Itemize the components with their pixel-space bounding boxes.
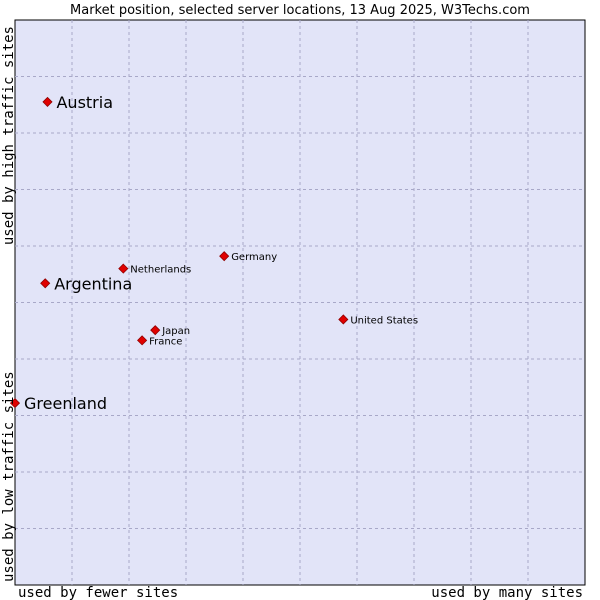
data-point-argentina: Argentina <box>40 274 132 293</box>
point-label: Netherlands <box>130 265 191 276</box>
point-label: Argentina <box>54 274 132 293</box>
point-marker <box>40 278 51 289</box>
data-point-france: France <box>137 335 182 347</box>
y-axis-high-label: used by high traffic sites <box>1 26 17 245</box>
data-points: Austria Argentina Greenland Netherlands Germ… <box>9 93 418 413</box>
data-point-greenland: Greenland <box>9 394 107 413</box>
data-point-germany: Germany <box>219 251 277 263</box>
x-axis-high-label: used by many sites <box>431 585 583 600</box>
point-marker <box>150 325 161 336</box>
point-marker <box>42 96 53 107</box>
point-marker <box>219 251 230 262</box>
gridlines <box>15 20 585 585</box>
point-label: France <box>149 336 182 347</box>
data-point-united-states: United States <box>338 314 418 326</box>
chart-title: Market position, selected server locatio… <box>70 3 530 18</box>
x-axis-low-label: used by fewer sites <box>18 585 178 600</box>
point-label: Germany <box>231 252 277 263</box>
point-marker <box>9 398 21 409</box>
data-point-austria: Austria <box>42 93 113 112</box>
point-label: United States <box>350 315 418 326</box>
point-label: Japan <box>161 326 190 337</box>
point-label: Greenland <box>24 394 107 413</box>
point-label: Austria <box>56 93 113 112</box>
data-point-japan: Japan <box>150 325 190 337</box>
point-marker <box>137 335 148 346</box>
data-point-netherlands: Netherlands <box>118 263 191 276</box>
point-marker <box>118 263 129 274</box>
y-axis-low-label: used by low traffic sites <box>1 371 17 582</box>
point-marker <box>338 314 349 325</box>
